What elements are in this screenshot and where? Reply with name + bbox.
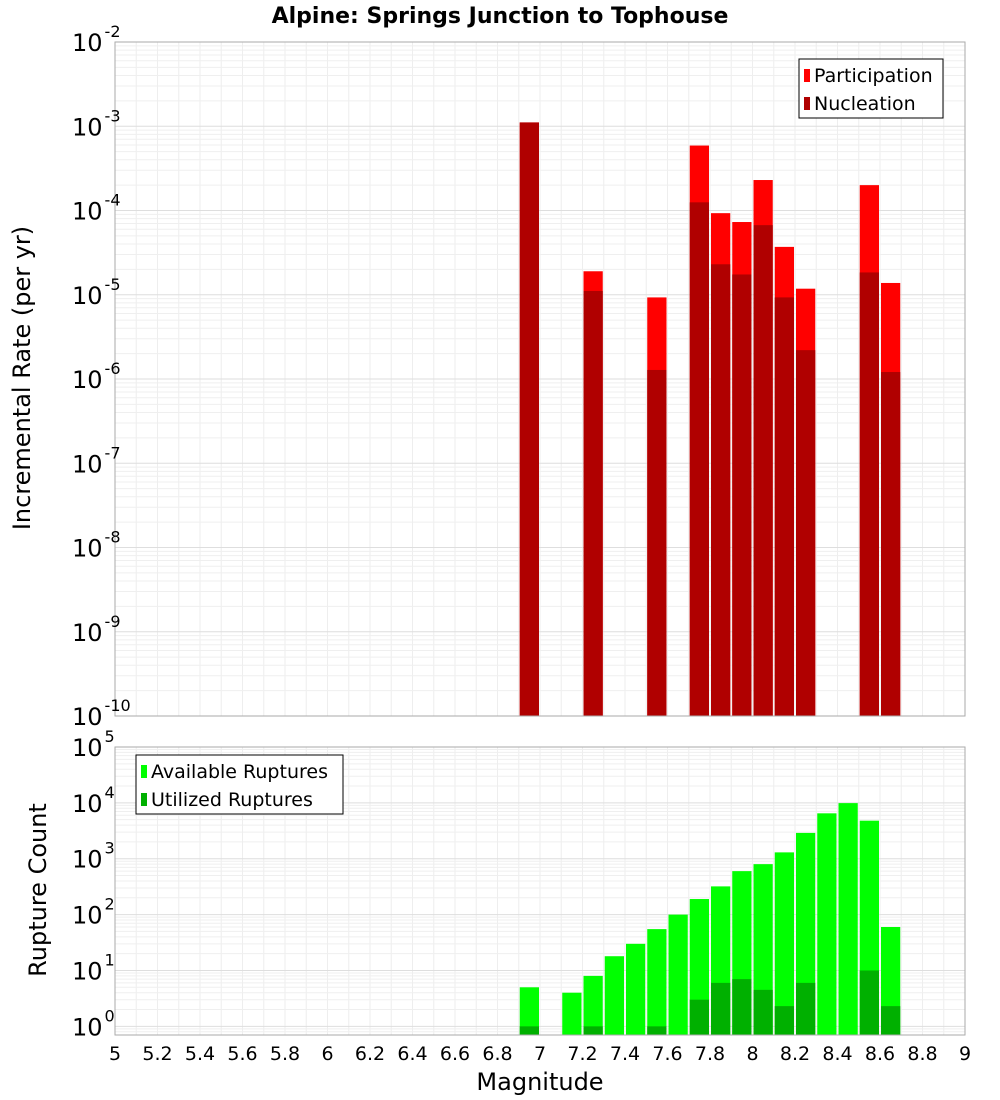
x-tick-label: 5.8 <box>270 1043 300 1065</box>
bar-utilized-ruptures <box>519 1026 539 1035</box>
y-tick-label: 10 1 <box>72 950 115 985</box>
legend-swatch <box>804 69 810 82</box>
legend-swatch <box>141 765 147 778</box>
y-tick-label: 10 -9 <box>72 612 121 647</box>
y-tick-label: 10 3 <box>72 839 115 874</box>
y-tick-label: 10 4 <box>72 783 115 818</box>
legend-box <box>798 58 944 119</box>
bar-nucleation <box>711 264 731 716</box>
count-axis-label: Rupture Count <box>24 803 52 977</box>
x-tick-label: 6 <box>321 1043 333 1065</box>
y-tick-label: 10 -5 <box>72 275 121 310</box>
bar-utilized-ruptures <box>859 970 879 1035</box>
rate-plot-frame <box>114 41 966 717</box>
chart-title: Alpine: Springs Junction to Tophouse <box>272 4 729 29</box>
bar-utilized-ruptures <box>796 982 816 1035</box>
x-tick-label: 8 <box>746 1043 758 1065</box>
bar-nucleation <box>583 290 603 716</box>
x-tick-label: 8.4 <box>822 1043 852 1065</box>
count-plot-frame <box>114 746 966 1036</box>
x-tick-label: 6.8 <box>482 1043 512 1065</box>
bar-available-ruptures <box>583 975 603 1035</box>
x-tick-label: 7 <box>534 1043 546 1065</box>
bar-available-ruptures <box>626 943 646 1035</box>
bar-available-ruptures <box>838 803 858 1035</box>
bar-utilized-ruptures <box>711 982 731 1035</box>
bar-nucleation <box>732 274 752 716</box>
x-tick-label: 7.2 <box>567 1043 597 1065</box>
x-tick-label: 7.4 <box>610 1043 640 1065</box>
legend-box <box>135 754 344 815</box>
bar-available-ruptures <box>604 956 624 1035</box>
bar-available-ruptures <box>774 852 794 1035</box>
x-tick-label: 8.8 <box>907 1043 937 1065</box>
bar-available-ruptures <box>647 929 667 1035</box>
legend-label: Nucleation <box>814 93 916 115</box>
x-tick-label: 5.6 <box>227 1043 257 1065</box>
legend-swatch <box>804 97 810 110</box>
x-tick-label: 5.4 <box>185 1043 215 1065</box>
bar-nucleation <box>519 122 539 717</box>
y-tick-label: 10 -4 <box>72 191 121 226</box>
bar-nucleation <box>859 272 879 716</box>
rate-panel: 10-10 10-9 10-8 10-7 10-6 10-5 10-4 10-3 10 -2 Par… <box>72 22 966 731</box>
bar-nucleation <box>881 372 901 716</box>
x-tick-label: 8.6 <box>865 1043 895 1065</box>
legend-label: Available Ruptures <box>151 761 328 783</box>
bar-nucleation <box>796 350 816 716</box>
legend-label: Participation <box>814 65 933 87</box>
y-tick-label: 10 0 <box>72 1006 115 1041</box>
bar-available-ruptures <box>668 914 688 1035</box>
y-tick-label: 10 -10 <box>72 696 131 731</box>
bar-utilized-ruptures <box>732 979 752 1035</box>
x-tick-label: 5.2 <box>142 1043 172 1065</box>
x-tick-label: 7.6 <box>652 1043 682 1065</box>
bar-available-ruptures <box>817 813 837 1035</box>
y-tick-label: 10 -8 <box>72 528 121 563</box>
x-tick-label: 8.2 <box>780 1043 810 1065</box>
bar-utilized-ruptures <box>689 999 709 1035</box>
bar-nucleation <box>689 202 709 716</box>
x-tick-label: 6.6 <box>440 1043 470 1065</box>
rate-axis-label: Incremental Rate (per yr) <box>8 226 36 530</box>
bar-utilized-ruptures <box>583 1026 603 1035</box>
y-tick-label: 10 -2 <box>72 22 121 57</box>
bar-utilized-ruptures <box>774 1006 794 1035</box>
bar-nucleation <box>647 369 667 716</box>
y-tick-label: 10 5 <box>72 727 115 762</box>
bar-utilized-ruptures <box>753 989 773 1035</box>
y-tick-label: 10 -7 <box>72 443 121 478</box>
bar-available-ruptures <box>562 992 582 1035</box>
x-tick-label: 6.4 <box>397 1043 427 1065</box>
x-tick-label: 6.2 <box>355 1043 385 1065</box>
legend-label: Utilized Ruptures <box>151 789 313 811</box>
bar-utilized-ruptures <box>881 1006 901 1035</box>
legend-swatch <box>141 793 147 806</box>
bar-utilized-ruptures <box>647 1026 667 1035</box>
y-tick-label: 10 -6 <box>72 359 121 394</box>
x-tick-label: 5 <box>109 1043 121 1065</box>
x-tick-label: 7.8 <box>695 1043 725 1065</box>
bar-available-ruptures <box>519 987 539 1035</box>
y-tick-label: 10 -3 <box>72 106 121 141</box>
bar-nucleation <box>774 297 794 716</box>
x-tick-label: 9 <box>959 1043 971 1065</box>
magnitude-axis-label: Magnitude <box>476 1068 603 1096</box>
y-tick-label: 10 2 <box>72 895 115 930</box>
bar-nucleation <box>753 225 773 716</box>
